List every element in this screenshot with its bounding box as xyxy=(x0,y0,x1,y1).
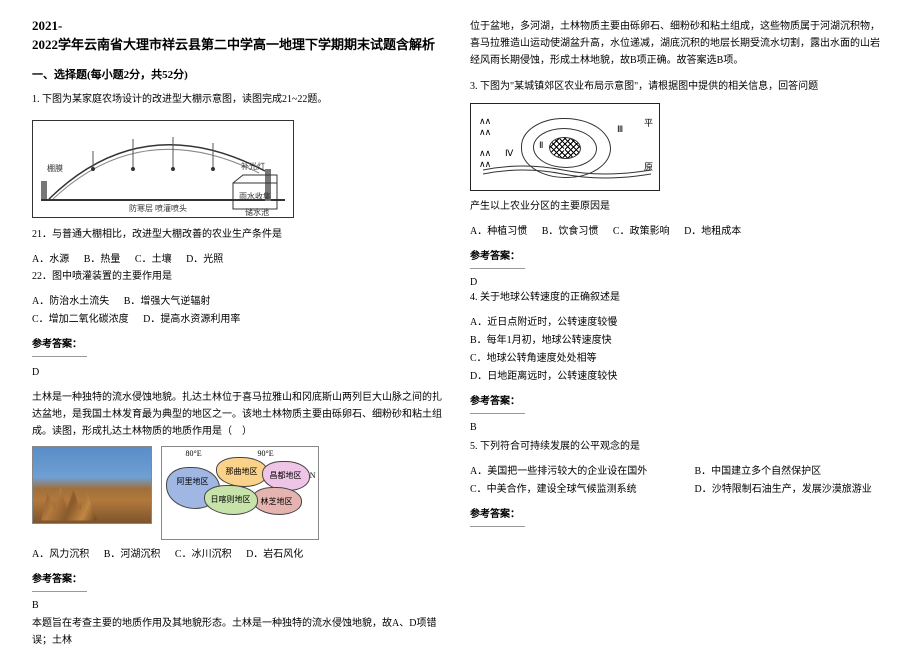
q2-answer-label: 参考答案： xyxy=(32,570,450,585)
q5-opt-a: A．美国把一些排污较大的企业设在国外 xyxy=(470,463,680,481)
zone-label-1: Ⅰ xyxy=(563,144,566,155)
separator xyxy=(32,356,87,357)
q2-photo xyxy=(32,446,152,524)
q2-figures: 80°E 90°E 30°N 阿里地区 那曲地区 昌都地区 林芝地区 日喀则地区 xyxy=(32,446,450,540)
region-changdu: 昌都地区 xyxy=(262,461,310,491)
right-column: 位于盆地，多河湖，土林物质主要由砾卵石、细粉砂和粘土组成，这些物质属于河湖沉积物… xyxy=(460,18,898,633)
q4-opt-a: A．近日点附近时，公转速度较慢 xyxy=(470,314,888,332)
q21-opt-c: C．土壤 xyxy=(135,251,172,269)
q5-opt-c: C．中美合作，建设全球气候监测系统 xyxy=(470,481,680,499)
q22-opt-c: C．增加二氧化碳浓度 xyxy=(32,311,129,329)
fig-label-b: 防寒层 喷灌喷头 xyxy=(129,203,187,213)
q2-para: 土林是一种独特的流水侵蚀地貌。扎达土林位于喜马拉雅山和冈底斯山两列巨大山脉之间的… xyxy=(32,389,450,440)
zone-label-3: Ⅲ xyxy=(617,124,623,135)
separator xyxy=(470,268,525,269)
q4-answer-label: 参考答案： xyxy=(470,392,888,407)
left-column: 2021- 2022学年云南省大理市祥云县第二中学高一地理下学期期末试题含解析 … xyxy=(22,18,460,633)
q22-text: 22．图中喷灌装置的主要作用是 xyxy=(32,269,450,285)
q1-intro: 1. 下图为某家庭农场设计的改进型大棚示意图，读图完成21~22题。 xyxy=(32,92,450,108)
q4-answer: B xyxy=(470,422,888,433)
river-icon xyxy=(483,162,653,180)
q4-intro: 4. 关于地球公转速度的正确叙述是 xyxy=(470,290,888,306)
separator xyxy=(470,413,525,414)
q2-map: 80°E 90°E 30°N 阿里地区 那曲地区 昌都地区 林芝地区 日喀则地区 xyxy=(161,446,319,540)
zone-label-2: Ⅱ xyxy=(539,140,543,151)
q21-opt-d: D．光照 xyxy=(186,251,223,269)
map-long-80: 80°E xyxy=(186,449,202,458)
q3-line: 产生以上农业分区的主要原因是 xyxy=(470,199,888,215)
fig-label-f: 储水池 xyxy=(245,207,269,217)
q5-opt-d: D．沙特限制石油生产，发展沙漠旅游业 xyxy=(695,481,872,499)
q2-options: A．风力沉积 B．河湖沉积 C．冰川沉积 D．岩石风化 xyxy=(32,546,450,564)
q1-figure: 棚膜 防寒层 喷灌喷头 补光灯 雨水收集 储水池 xyxy=(32,120,294,218)
q5-answer-label: 参考答案： xyxy=(470,505,888,520)
separator xyxy=(32,591,87,592)
q1-answer: D xyxy=(32,365,450,381)
side-ping: 平 xyxy=(644,116,653,129)
hill-icon: ∧∧∧∧ xyxy=(479,116,490,138)
q3-intro: 3. 下图为"某城镇郊区农业布局示意图"，请根据图中提供的相关信息，回答问题 xyxy=(470,79,888,95)
q21-opt-a: A．水源 xyxy=(32,251,69,269)
q2-continuation: 位于盆地，多河湖，土林物质主要由砾卵石、细粉砂和粘土组成，这些物质属于河湖沉积物… xyxy=(470,18,888,69)
q5-options: A．美国把一些排污较大的企业设在国外 B．中国建立多个自然保护区 C．中美合作，… xyxy=(470,463,888,499)
q5-opt-b: B．中国建立多个自然保护区 xyxy=(695,463,822,481)
zone-label-4: Ⅳ xyxy=(505,148,513,159)
q2-opt-d: D．岩石风化 xyxy=(246,546,303,564)
q22-opt-d: D．提高水资源利用率 xyxy=(143,311,240,329)
q4-opt-b: B．每年1月初，地球公转速度快 xyxy=(470,332,888,350)
q2-answer: B xyxy=(32,600,450,611)
q21-text: 21．与普通大棚相比，改进型大棚改善的农业生产条件是 xyxy=(32,227,450,243)
q2-opt-b: B．河湖沉积 xyxy=(104,546,161,564)
region-linzhi: 林芝地区 xyxy=(252,487,302,515)
q4-options: A．近日点附近时，公转速度较慢 B．每年1月初，地球公转速度快 C．地球公转角速… xyxy=(470,314,888,386)
region-naqu: 那曲地区 xyxy=(216,457,268,487)
q21-options: A．水源 B．热量 C．土壤 D．光照 xyxy=(32,251,450,269)
q3-figure: ∧∧∧∧ ∧∧∧∧ Ⅰ Ⅱ Ⅲ Ⅳ 平 原 xyxy=(470,103,660,191)
section-heading: 一、选择题(每小题2分，共52分) xyxy=(32,66,450,82)
fig-label-d: 补光灯 xyxy=(241,161,265,171)
q2-opt-c: C．冰川沉积 xyxy=(175,546,232,564)
map-long-90: 90°E xyxy=(258,449,274,458)
q5-intro: 5. 下列符合可持续发展的公平观念的是 xyxy=(470,439,888,455)
q3-opt-b: B．饮食习惯 xyxy=(542,223,599,241)
q4-opt-c: C．地球公转角速度处处相等 xyxy=(470,350,888,368)
q2-explanation: 本题旨在考查主要的地质作用及其地貌形态。土林是一种独特的流水侵蚀地貌，故A、D项… xyxy=(32,615,450,649)
title-main: 2022学年云南省大理市祥云县第二中学高一地理下学期期末试题含解析 xyxy=(32,36,450,54)
q4-opt-d: D．日地距离远时，公转速度较快 xyxy=(470,368,888,386)
q3-answer-label: 参考答案： xyxy=(470,247,888,262)
title-year: 2021- xyxy=(32,18,450,34)
q3-opt-a: A．种植习惯 xyxy=(470,223,527,241)
q3-opt-c: C．政策影响 xyxy=(613,223,670,241)
separator xyxy=(470,526,525,527)
q22-opt-a: A．防治水土流失 xyxy=(32,293,109,311)
q21-opt-b: B．热量 xyxy=(84,251,121,269)
q3-opt-d: D．地租成本 xyxy=(684,223,741,241)
fig-label-a: 棚膜 xyxy=(47,163,63,173)
q3-options: A．种植习惯 B．饮食习惯 C．政策影响 D．地租成本 xyxy=(470,223,888,241)
q22-options: A．防治水土流失 B．增强大气逆辐射 C．增加二氧化碳浓度 D．提高水资源利用率 xyxy=(32,293,450,329)
q3-answer: D xyxy=(470,277,477,288)
q2-opt-a: A．风力沉积 xyxy=(32,546,89,564)
fig-label-e: 雨水收集 xyxy=(239,191,271,201)
q22-opt-b: B．增强大气逆辐射 xyxy=(124,293,211,311)
region-rikaze: 日喀则地区 xyxy=(204,485,258,515)
q1-answer-label: 参考答案： xyxy=(32,335,450,350)
